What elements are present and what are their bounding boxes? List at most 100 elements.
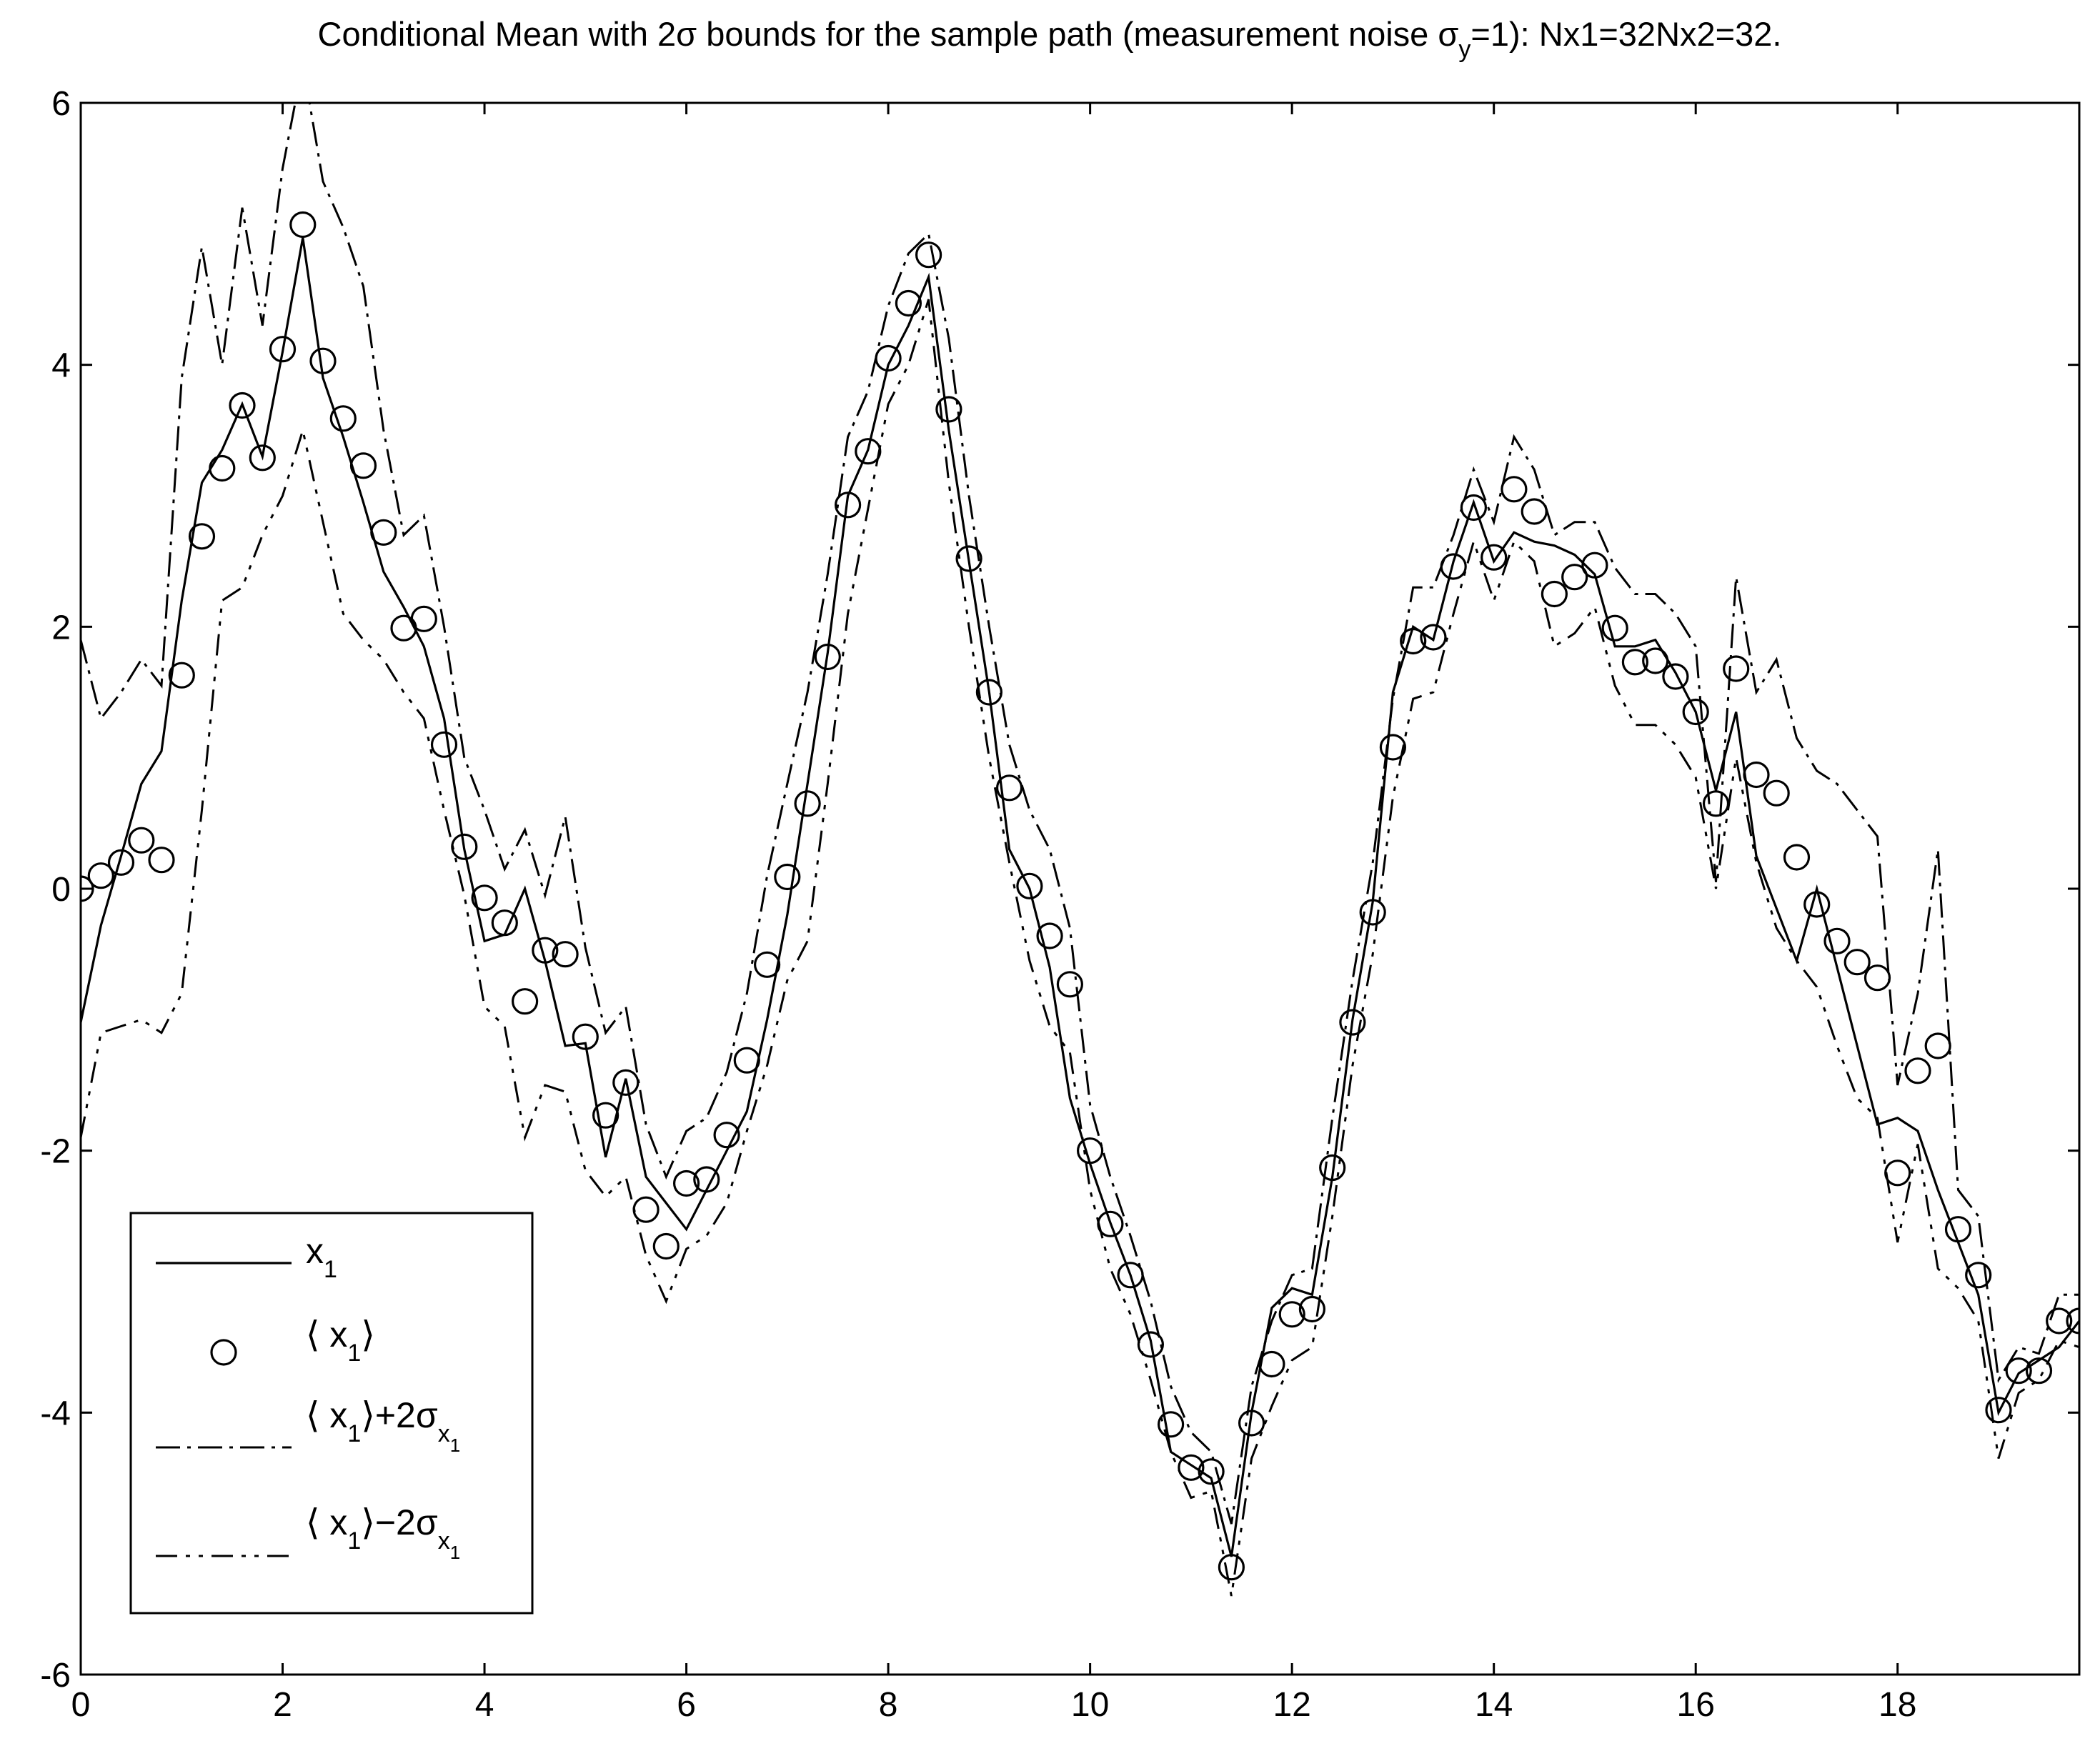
mean-point (1481, 544, 1508, 571)
mean-point (370, 519, 397, 546)
title-sigma-y: σ (1438, 15, 1458, 53)
mean-point (995, 774, 1023, 802)
mean-point (107, 849, 135, 876)
title-part-1: Conditional Mean with 2 (318, 15, 677, 53)
mean-point (1965, 1262, 1992, 1289)
mean-point (915, 241, 942, 269)
mean-point (1319, 1154, 1346, 1182)
title-sigma: σ (676, 15, 697, 53)
mean-point (269, 336, 297, 363)
y-tick-label: 4 (51, 347, 71, 385)
mean-point (552, 941, 579, 968)
mean-point (1278, 1301, 1305, 1328)
x-tick-label: 0 (71, 1686, 91, 1724)
mean-point (1723, 655, 1750, 682)
x-tick-label: 18 (1878, 1686, 1916, 1724)
mean-point (1157, 1411, 1185, 1438)
mean-point (1601, 614, 1628, 642)
legend-label-lower: ⟨ x1⟩−2σx1 (306, 1502, 460, 1563)
mean-point (2046, 1307, 2073, 1335)
mean-point (532, 937, 559, 964)
legend: x1 ⟨ x1⟩ ⟨ x1⟩+2σx1 ⟨ x1⟩−2σx1 (129, 1212, 534, 1615)
series-lower-bound-line (81, 299, 2079, 1597)
mean-point (1117, 1262, 1144, 1289)
y-tick-label: -4 (40, 1395, 71, 1432)
mean-point (814, 643, 841, 671)
mean-point (652, 1232, 680, 1260)
mean-point (2066, 1307, 2079, 1335)
mean-point (2005, 1357, 2032, 1385)
mean-point (430, 731, 458, 758)
mean-point (1702, 790, 1730, 817)
mean-point (1258, 1350, 1285, 1378)
mean-point (188, 523, 216, 550)
mean-point (1359, 899, 1386, 926)
mean-point (1501, 476, 1528, 503)
mean-point (1178, 1454, 1205, 1481)
series-layer (81, 103, 2079, 1597)
mean-point (1743, 761, 1770, 789)
mean-point (1541, 580, 1568, 608)
mean-point (1339, 1009, 1366, 1036)
mean-point (1137, 1331, 1165, 1358)
series-upper-bound-line (81, 103, 2079, 1525)
mean-point (1662, 663, 1689, 690)
mean-point (289, 211, 317, 239)
mean-point (410, 605, 437, 632)
mean-point (1420, 624, 1447, 651)
mean-point (1036, 922, 1063, 949)
mean-point (955, 545, 982, 572)
title-part-2: bounds for the sample path (measurement … (697, 15, 1438, 53)
mean-point (1904, 1057, 1931, 1084)
x-tick-label: 12 (1273, 1686, 1310, 1724)
mean-point (672, 1169, 700, 1197)
mean-point (1884, 1159, 1911, 1187)
mean-point (229, 391, 256, 419)
mean-point (329, 405, 357, 432)
chart-title: Conditional Mean with 2σ bounds for the … (318, 15, 1782, 63)
mean-point (1642, 647, 1669, 674)
x-tick-label: 10 (1071, 1686, 1109, 1724)
mean-point (511, 988, 539, 1015)
mean-point (774, 863, 801, 891)
mean-point (148, 847, 175, 874)
x-tick-label: 16 (1677, 1686, 1715, 1724)
mean-point (1460, 494, 1487, 522)
mean-point (209, 454, 236, 482)
y-tick-label: 6 (51, 85, 71, 123)
mean-point (451, 833, 478, 860)
x-tick-label: 4 (475, 1686, 494, 1724)
mean-point (81, 875, 94, 902)
mean-point (1763, 779, 1790, 807)
mean-point (1621, 649, 1648, 676)
mean-point (1056, 971, 1084, 998)
mean-point (1521, 498, 1548, 525)
mean-point (895, 289, 922, 317)
mean-point (309, 347, 337, 374)
mean-point (471, 884, 498, 912)
mean-point (349, 452, 377, 479)
mean-point (632, 1196, 660, 1223)
mean-point (975, 679, 1003, 706)
axes: 0 2 4 6 8 10 12 14 16 18 -6 -4 -2 0 2 4 6 (40, 85, 2079, 1724)
mean-point (693, 1166, 720, 1193)
mean-point (2025, 1357, 2053, 1385)
mean-point (733, 1047, 760, 1074)
mean-point (794, 790, 821, 817)
x-tick-label: 8 (879, 1686, 898, 1724)
x-tick-label: 14 (1475, 1686, 1513, 1724)
mean-point (713, 1122, 740, 1149)
y-tick-label: -6 (40, 1657, 71, 1695)
y-tick-label: 0 (51, 871, 71, 909)
mean-point (168, 662, 195, 689)
legend-swatch-mean (210, 1339, 237, 1366)
mean-point (128, 827, 155, 854)
mean-point (572, 1023, 599, 1050)
legend-label-mean: ⟨ x1⟩ (306, 1315, 375, 1367)
mean-point (1076, 1137, 1104, 1164)
mean-point (1097, 1210, 1124, 1237)
title-part-3: =1): Nx1=32Nx2=32. (1471, 15, 1781, 53)
mean-point (1823, 927, 1851, 954)
mean-point (935, 396, 962, 423)
mean-point (1863, 964, 1891, 992)
